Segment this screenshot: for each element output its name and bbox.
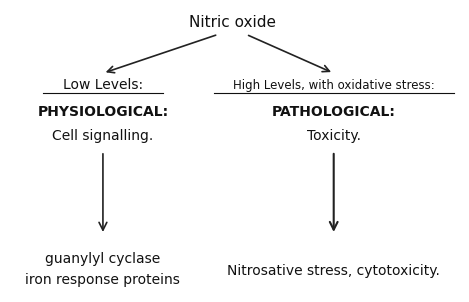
Text: iron response proteins: iron response proteins <box>25 273 181 287</box>
Text: Cell signalling.: Cell signalling. <box>53 129 153 143</box>
Text: PHYSIOLOGICAL:: PHYSIOLOGICAL: <box>38 105 168 119</box>
Text: PATHOLOGICAL:: PATHOLOGICAL: <box>272 105 396 119</box>
Text: High Levels, with oxidative stress:: High Levels, with oxidative stress: <box>233 79 435 92</box>
Text: Toxicity.: Toxicity. <box>307 129 361 143</box>
Text: guanylyl cyclase: guanylyl cyclase <box>45 252 160 266</box>
Text: Nitric oxide: Nitric oxide <box>189 15 276 30</box>
Text: Low Levels:: Low Levels: <box>63 78 143 92</box>
Text: Nitrosative stress, cytotoxicity.: Nitrosative stress, cytotoxicity. <box>227 264 440 278</box>
